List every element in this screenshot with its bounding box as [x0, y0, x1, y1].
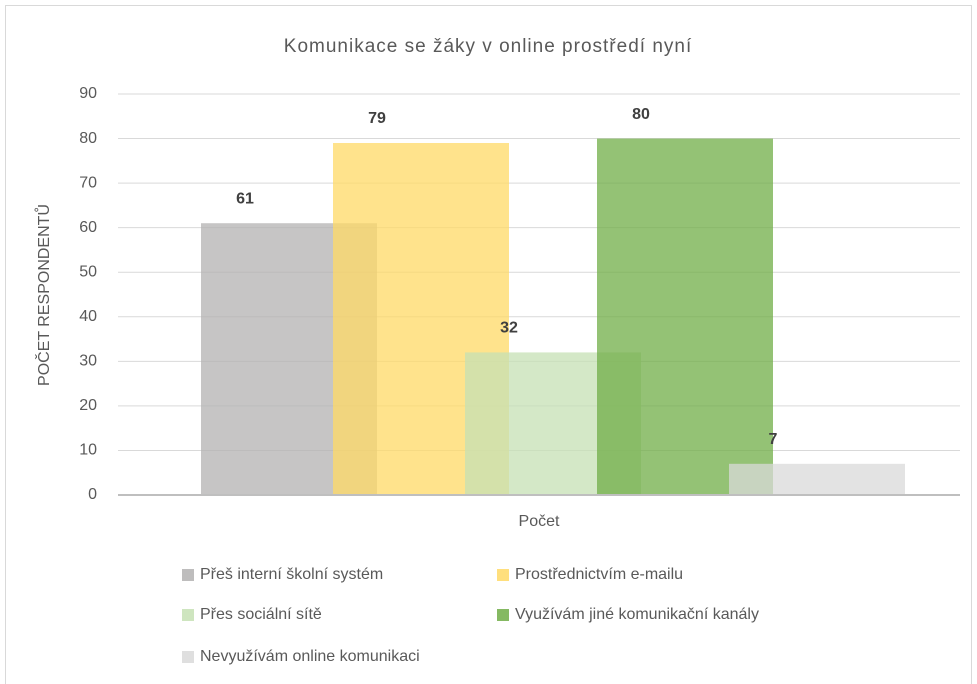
y-tick-label: 90	[79, 85, 97, 102]
x-tick-label: Počet	[519, 513, 560, 530]
legend-label: Využívám jiné komunikační kanály	[515, 606, 759, 623]
y-tick-label: 10	[79, 442, 97, 459]
y-tick-label: 80	[79, 130, 97, 147]
legend-swatch	[182, 569, 194, 581]
y-tick-label: 50	[79, 263, 97, 280]
y-tick-label: 20	[79, 397, 97, 414]
y-tick-label: 30	[79, 353, 97, 370]
y-axis-label: POČET RESPONDENTŮ	[34, 204, 53, 386]
legend-swatch	[182, 609, 194, 621]
bar	[729, 463, 905, 495]
y-tick-label: 0	[88, 486, 97, 503]
legend-label: Přeš interní školní systém	[200, 566, 383, 583]
y-tick-label: 60	[79, 219, 97, 236]
value-label: 80	[632, 106, 650, 123]
legend-swatch	[497, 569, 509, 581]
value-label: 79	[368, 110, 386, 127]
legend-label: Prostřednictvím e-mailu	[515, 566, 683, 583]
y-tick-label: 70	[79, 174, 97, 191]
legend-label: Přes sociální sítě	[200, 606, 322, 623]
value-label: 32	[500, 320, 518, 337]
value-label: 7	[769, 431, 778, 448]
legend-swatch	[182, 651, 194, 663]
value-label: 61	[236, 190, 254, 207]
bar	[597, 138, 773, 496]
chart-title: Komunikace se žáky v online prostředí ny…	[284, 36, 692, 57]
legend-label: Nevyužívám online komunikaci	[200, 648, 420, 665]
y-tick-label: 40	[79, 308, 97, 325]
legend-swatch	[497, 609, 509, 621]
